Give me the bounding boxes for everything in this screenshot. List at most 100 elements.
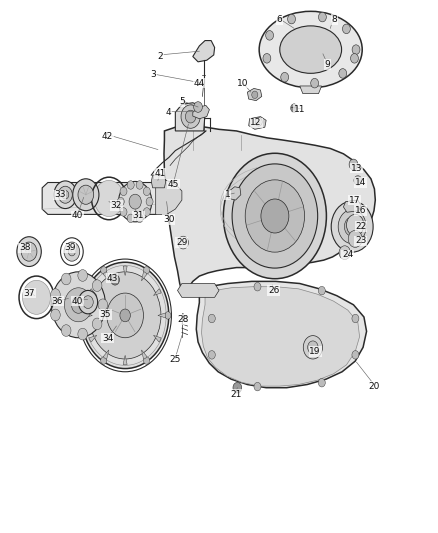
Text: 30: 30 <box>163 215 174 224</box>
Circle shape <box>252 91 258 99</box>
Text: 16: 16 <box>355 206 367 215</box>
Circle shape <box>348 230 362 247</box>
Text: 43: 43 <box>106 273 118 282</box>
Ellipse shape <box>259 11 362 88</box>
Wedge shape <box>89 335 97 342</box>
Circle shape <box>68 247 75 256</box>
Circle shape <box>127 214 134 223</box>
Circle shape <box>92 318 102 330</box>
Circle shape <box>143 208 150 216</box>
Circle shape <box>107 293 144 338</box>
Circle shape <box>98 299 108 311</box>
Text: 42: 42 <box>102 132 113 141</box>
Text: 25: 25 <box>170 355 181 364</box>
Circle shape <box>144 357 150 364</box>
Circle shape <box>303 336 322 359</box>
Wedge shape <box>103 350 109 359</box>
Circle shape <box>81 262 169 368</box>
Text: 40: 40 <box>71 212 83 221</box>
Circle shape <box>101 357 107 364</box>
Circle shape <box>178 236 188 249</box>
Polygon shape <box>42 182 166 214</box>
Circle shape <box>318 378 325 387</box>
Circle shape <box>254 382 261 391</box>
Polygon shape <box>201 287 360 386</box>
Circle shape <box>307 341 318 354</box>
Text: 32: 32 <box>111 201 122 210</box>
Circle shape <box>61 325 71 336</box>
Circle shape <box>78 328 88 340</box>
Polygon shape <box>343 200 361 212</box>
Circle shape <box>165 312 171 319</box>
Wedge shape <box>153 289 161 295</box>
Text: 2: 2 <box>157 52 163 61</box>
Circle shape <box>181 105 200 128</box>
Circle shape <box>71 296 85 313</box>
Text: 12: 12 <box>251 118 262 127</box>
Text: 19: 19 <box>309 347 321 356</box>
Circle shape <box>51 309 60 321</box>
Circle shape <box>54 181 77 208</box>
Text: 38: 38 <box>19 244 31 253</box>
Text: 22: 22 <box>355 222 367 231</box>
Circle shape <box>352 45 360 54</box>
Circle shape <box>343 24 350 34</box>
Text: 1: 1 <box>225 190 231 199</box>
Circle shape <box>349 159 358 169</box>
Polygon shape <box>193 106 209 119</box>
Circle shape <box>281 72 289 82</box>
Wedge shape <box>123 266 127 276</box>
Circle shape <box>73 179 99 211</box>
Circle shape <box>208 314 215 323</box>
Circle shape <box>311 78 318 88</box>
Circle shape <box>79 312 85 319</box>
Circle shape <box>185 110 196 123</box>
Circle shape <box>17 237 41 266</box>
Text: 23: 23 <box>355 237 367 246</box>
Circle shape <box>21 242 37 261</box>
Text: 21: 21 <box>230 390 241 399</box>
Wedge shape <box>141 350 147 359</box>
Circle shape <box>78 290 98 314</box>
Circle shape <box>339 246 350 260</box>
Circle shape <box>64 288 92 322</box>
Text: 4: 4 <box>166 108 172 117</box>
Circle shape <box>61 273 71 285</box>
Circle shape <box>62 190 69 199</box>
Text: 6: 6 <box>276 15 282 24</box>
Circle shape <box>143 187 150 196</box>
Circle shape <box>89 272 161 359</box>
Circle shape <box>346 214 364 236</box>
Circle shape <box>338 209 366 244</box>
Circle shape <box>339 69 346 78</box>
Circle shape <box>344 217 360 236</box>
Circle shape <box>318 286 325 295</box>
Text: 45: 45 <box>167 180 179 189</box>
Circle shape <box>194 102 202 112</box>
Circle shape <box>223 154 326 279</box>
Ellipse shape <box>280 26 342 74</box>
Text: 37: 37 <box>23 288 35 297</box>
Text: 11: 11 <box>294 105 306 114</box>
Circle shape <box>146 197 153 206</box>
Circle shape <box>144 266 150 274</box>
Circle shape <box>51 272 106 338</box>
Wedge shape <box>158 313 166 318</box>
Circle shape <box>119 181 152 222</box>
Wedge shape <box>103 272 109 281</box>
Polygon shape <box>164 126 375 296</box>
Text: 28: 28 <box>177 315 189 324</box>
Circle shape <box>78 270 88 281</box>
Wedge shape <box>123 356 127 365</box>
Circle shape <box>117 197 124 206</box>
Circle shape <box>136 214 143 223</box>
Text: 14: 14 <box>355 178 367 187</box>
Circle shape <box>58 186 72 203</box>
Circle shape <box>51 289 60 301</box>
Circle shape <box>288 14 296 24</box>
Text: 17: 17 <box>349 196 360 205</box>
Circle shape <box>331 201 373 252</box>
Text: 10: 10 <box>237 78 249 87</box>
Text: 13: 13 <box>351 164 362 173</box>
Circle shape <box>254 282 261 291</box>
